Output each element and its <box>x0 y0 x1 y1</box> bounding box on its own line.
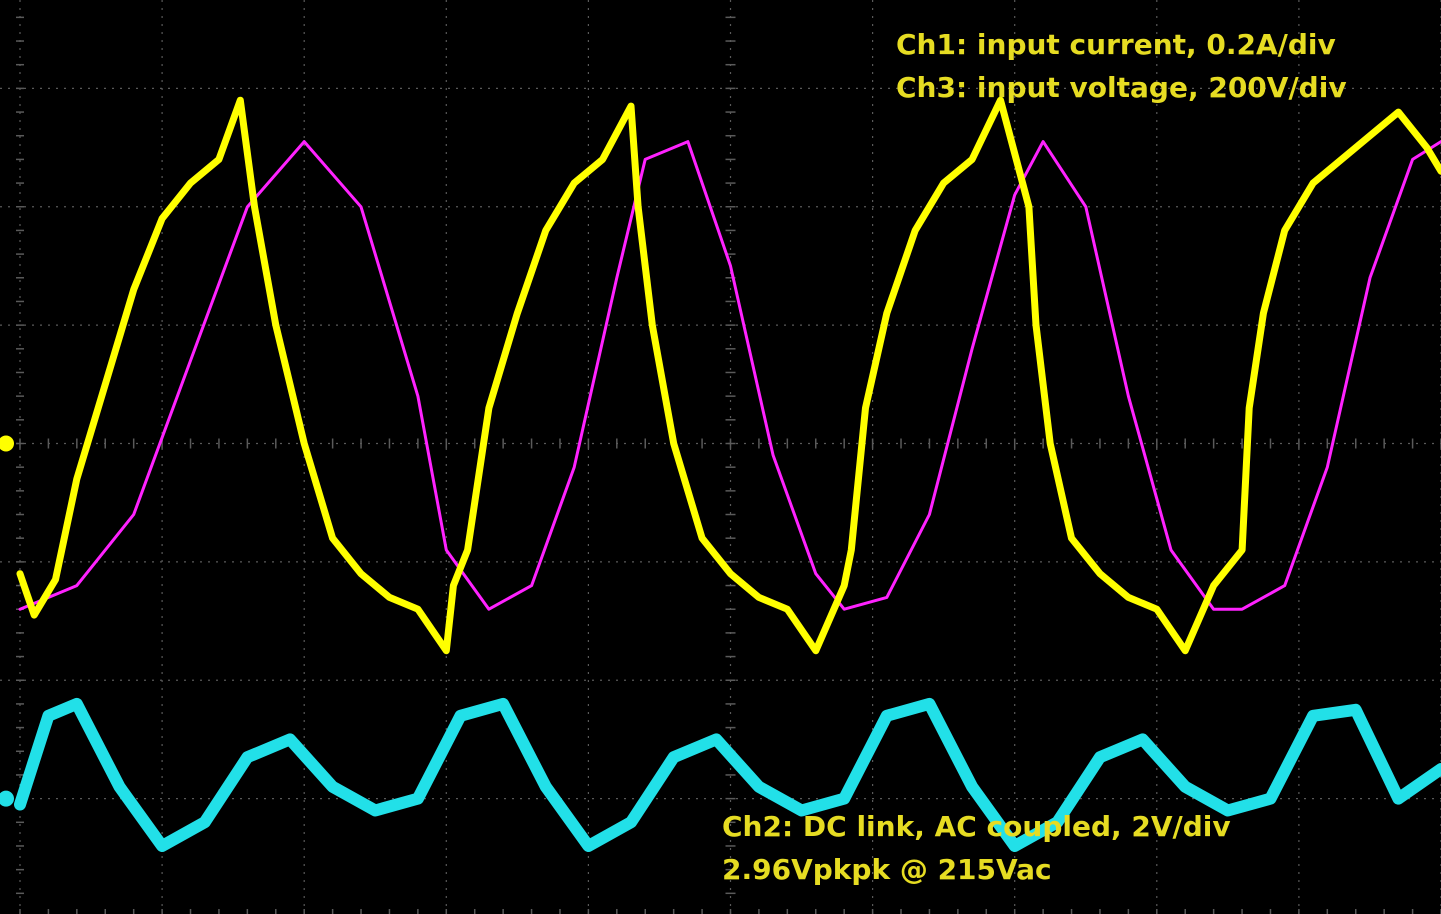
trace-ch3 <box>18 140 1441 611</box>
channel-markers <box>0 435 14 807</box>
trace-ch1 <box>16 96 1441 655</box>
marker-ch1 <box>0 435 14 452</box>
ch2-annotation: Ch2: DC link, AC coupled, 2V/div <box>722 810 1231 843</box>
marker-ch2 <box>0 790 14 807</box>
ch2-measurement: 2.96Vpkpk @ 215Vac <box>722 853 1052 886</box>
trace-ch2 <box>14 697 1441 852</box>
ch3-annotation: Ch3: input voltage, 200V/div <box>896 71 1347 104</box>
traces <box>14 96 1441 852</box>
ch1-annotation: Ch1: input current, 0.2A/div <box>896 28 1336 61</box>
